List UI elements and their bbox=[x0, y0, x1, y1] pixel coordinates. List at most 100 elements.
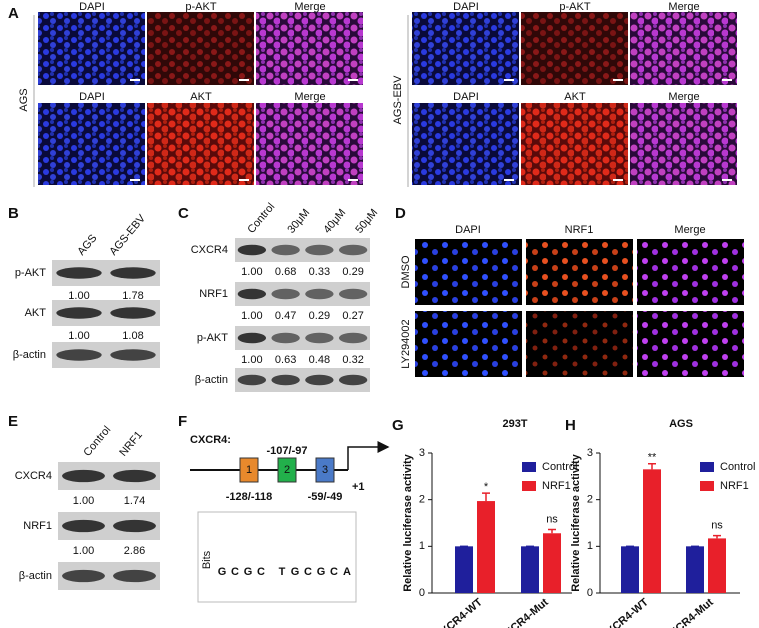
channel-label: Merge bbox=[294, 1, 325, 13]
panel-label: B bbox=[8, 205, 19, 222]
blot-label: β-actin bbox=[13, 349, 46, 361]
panel-label: C bbox=[178, 205, 189, 222]
significance: * bbox=[484, 481, 489, 493]
lane-label: 40μM bbox=[321, 207, 348, 236]
y-tick-label: 0 bbox=[587, 587, 593, 599]
channel-label: DAPI bbox=[79, 91, 105, 103]
band bbox=[271, 244, 300, 256]
logo-frame bbox=[197, 511, 357, 603]
quantification: 0.29 bbox=[309, 310, 330, 322]
band bbox=[56, 349, 102, 361]
band bbox=[113, 519, 156, 533]
channel-label: NRF1 bbox=[565, 224, 594, 236]
micrograph bbox=[637, 239, 744, 305]
logo-letter: G bbox=[317, 566, 326, 578]
x-tick-label: CXCR4-WT bbox=[433, 596, 485, 628]
quantification: 1.08 bbox=[122, 330, 143, 342]
panel-label: A bbox=[8, 5, 19, 22]
site-position: -128/-118 bbox=[226, 491, 272, 503]
channel-label: Merge bbox=[294, 91, 325, 103]
band bbox=[271, 332, 300, 344]
logo-letter: A bbox=[343, 566, 351, 578]
channel-label: p-AKT bbox=[559, 1, 590, 13]
row-label: DMSO bbox=[400, 255, 412, 288]
band bbox=[305, 244, 334, 256]
band bbox=[271, 374, 300, 386]
quantification: 1.00 bbox=[241, 266, 262, 278]
micrograph bbox=[630, 103, 737, 185]
legend-swatch bbox=[522, 481, 536, 491]
logo-letter: G bbox=[291, 566, 300, 578]
quantification: 1.00 bbox=[68, 290, 89, 302]
scale-bar bbox=[348, 179, 358, 181]
micrograph bbox=[526, 239, 633, 305]
y-tick-label: 1 bbox=[587, 540, 593, 552]
logo-letter: T bbox=[279, 566, 286, 578]
logo-letter: G bbox=[244, 566, 253, 578]
band bbox=[56, 307, 102, 319]
cell-line-label: AGS-EBV bbox=[392, 75, 404, 125]
bar bbox=[455, 546, 473, 593]
scale-bar bbox=[722, 79, 732, 81]
micrograph bbox=[256, 103, 363, 185]
y-tick-label: 2 bbox=[419, 494, 425, 506]
band bbox=[237, 288, 267, 300]
scale-bar bbox=[239, 79, 249, 81]
panel-label: H bbox=[565, 417, 576, 434]
band bbox=[237, 332, 267, 344]
band bbox=[305, 374, 334, 386]
site-position: -107/-97 bbox=[267, 445, 308, 457]
quantification: 1.00 bbox=[68, 330, 89, 342]
micrograph bbox=[256, 12, 363, 85]
quantification: 1.78 bbox=[122, 290, 143, 302]
y-axis-label: Relative luciferase activity bbox=[402, 453, 414, 591]
band bbox=[271, 288, 300, 300]
blot-label: β-actin bbox=[195, 374, 228, 386]
micrograph bbox=[630, 12, 737, 85]
binding-site bbox=[315, 457, 335, 483]
legend-label: NRF1 bbox=[542, 480, 571, 492]
scale-bar bbox=[130, 179, 140, 181]
logo-letter: C bbox=[330, 566, 338, 578]
y-tick-label: 3 bbox=[587, 447, 593, 459]
band bbox=[305, 288, 334, 300]
legend-label: NRF1 bbox=[720, 480, 749, 492]
y-tick-label: 0 bbox=[419, 587, 425, 599]
channel-label: DAPI bbox=[455, 224, 481, 236]
lane-label: Control bbox=[245, 201, 277, 236]
lane-label: AGS bbox=[75, 232, 99, 258]
micrograph bbox=[415, 239, 522, 305]
legend-label: Control bbox=[720, 461, 755, 473]
lane-label: Control bbox=[81, 424, 113, 459]
quantification: 1.00 bbox=[241, 310, 262, 322]
quantification: 0.27 bbox=[342, 310, 363, 322]
y-axis-label: Relative luciferase activity bbox=[570, 453, 582, 591]
channel-label: AKT bbox=[564, 91, 586, 103]
lane-label: 50μM bbox=[353, 207, 380, 236]
channel-label: Merge bbox=[668, 91, 699, 103]
y-tick-label: 3 bbox=[419, 447, 425, 459]
site-number: 3 bbox=[322, 464, 328, 476]
panel-label: G bbox=[392, 417, 404, 434]
band bbox=[237, 374, 267, 386]
lane-label: NRF1 bbox=[117, 429, 145, 459]
significance: ** bbox=[648, 452, 657, 464]
row-label: LY294002 bbox=[400, 319, 412, 368]
band bbox=[110, 267, 156, 279]
gene-label: CXCR4: bbox=[190, 434, 231, 446]
scale-bar bbox=[239, 179, 249, 181]
logo-letter: C bbox=[231, 566, 239, 578]
scale-bar bbox=[504, 179, 514, 181]
legend-swatch bbox=[522, 462, 536, 472]
scale-bar bbox=[613, 79, 623, 81]
cell-line-label: AGS bbox=[18, 88, 30, 111]
legend-label: Control bbox=[542, 461, 577, 473]
band bbox=[113, 469, 156, 483]
quantification: 1.74 bbox=[124, 495, 145, 507]
site-number: 2 bbox=[284, 464, 290, 476]
band bbox=[113, 569, 156, 583]
error-bar bbox=[648, 462, 656, 470]
legend-swatch bbox=[700, 481, 714, 491]
significance: ns bbox=[711, 520, 723, 532]
